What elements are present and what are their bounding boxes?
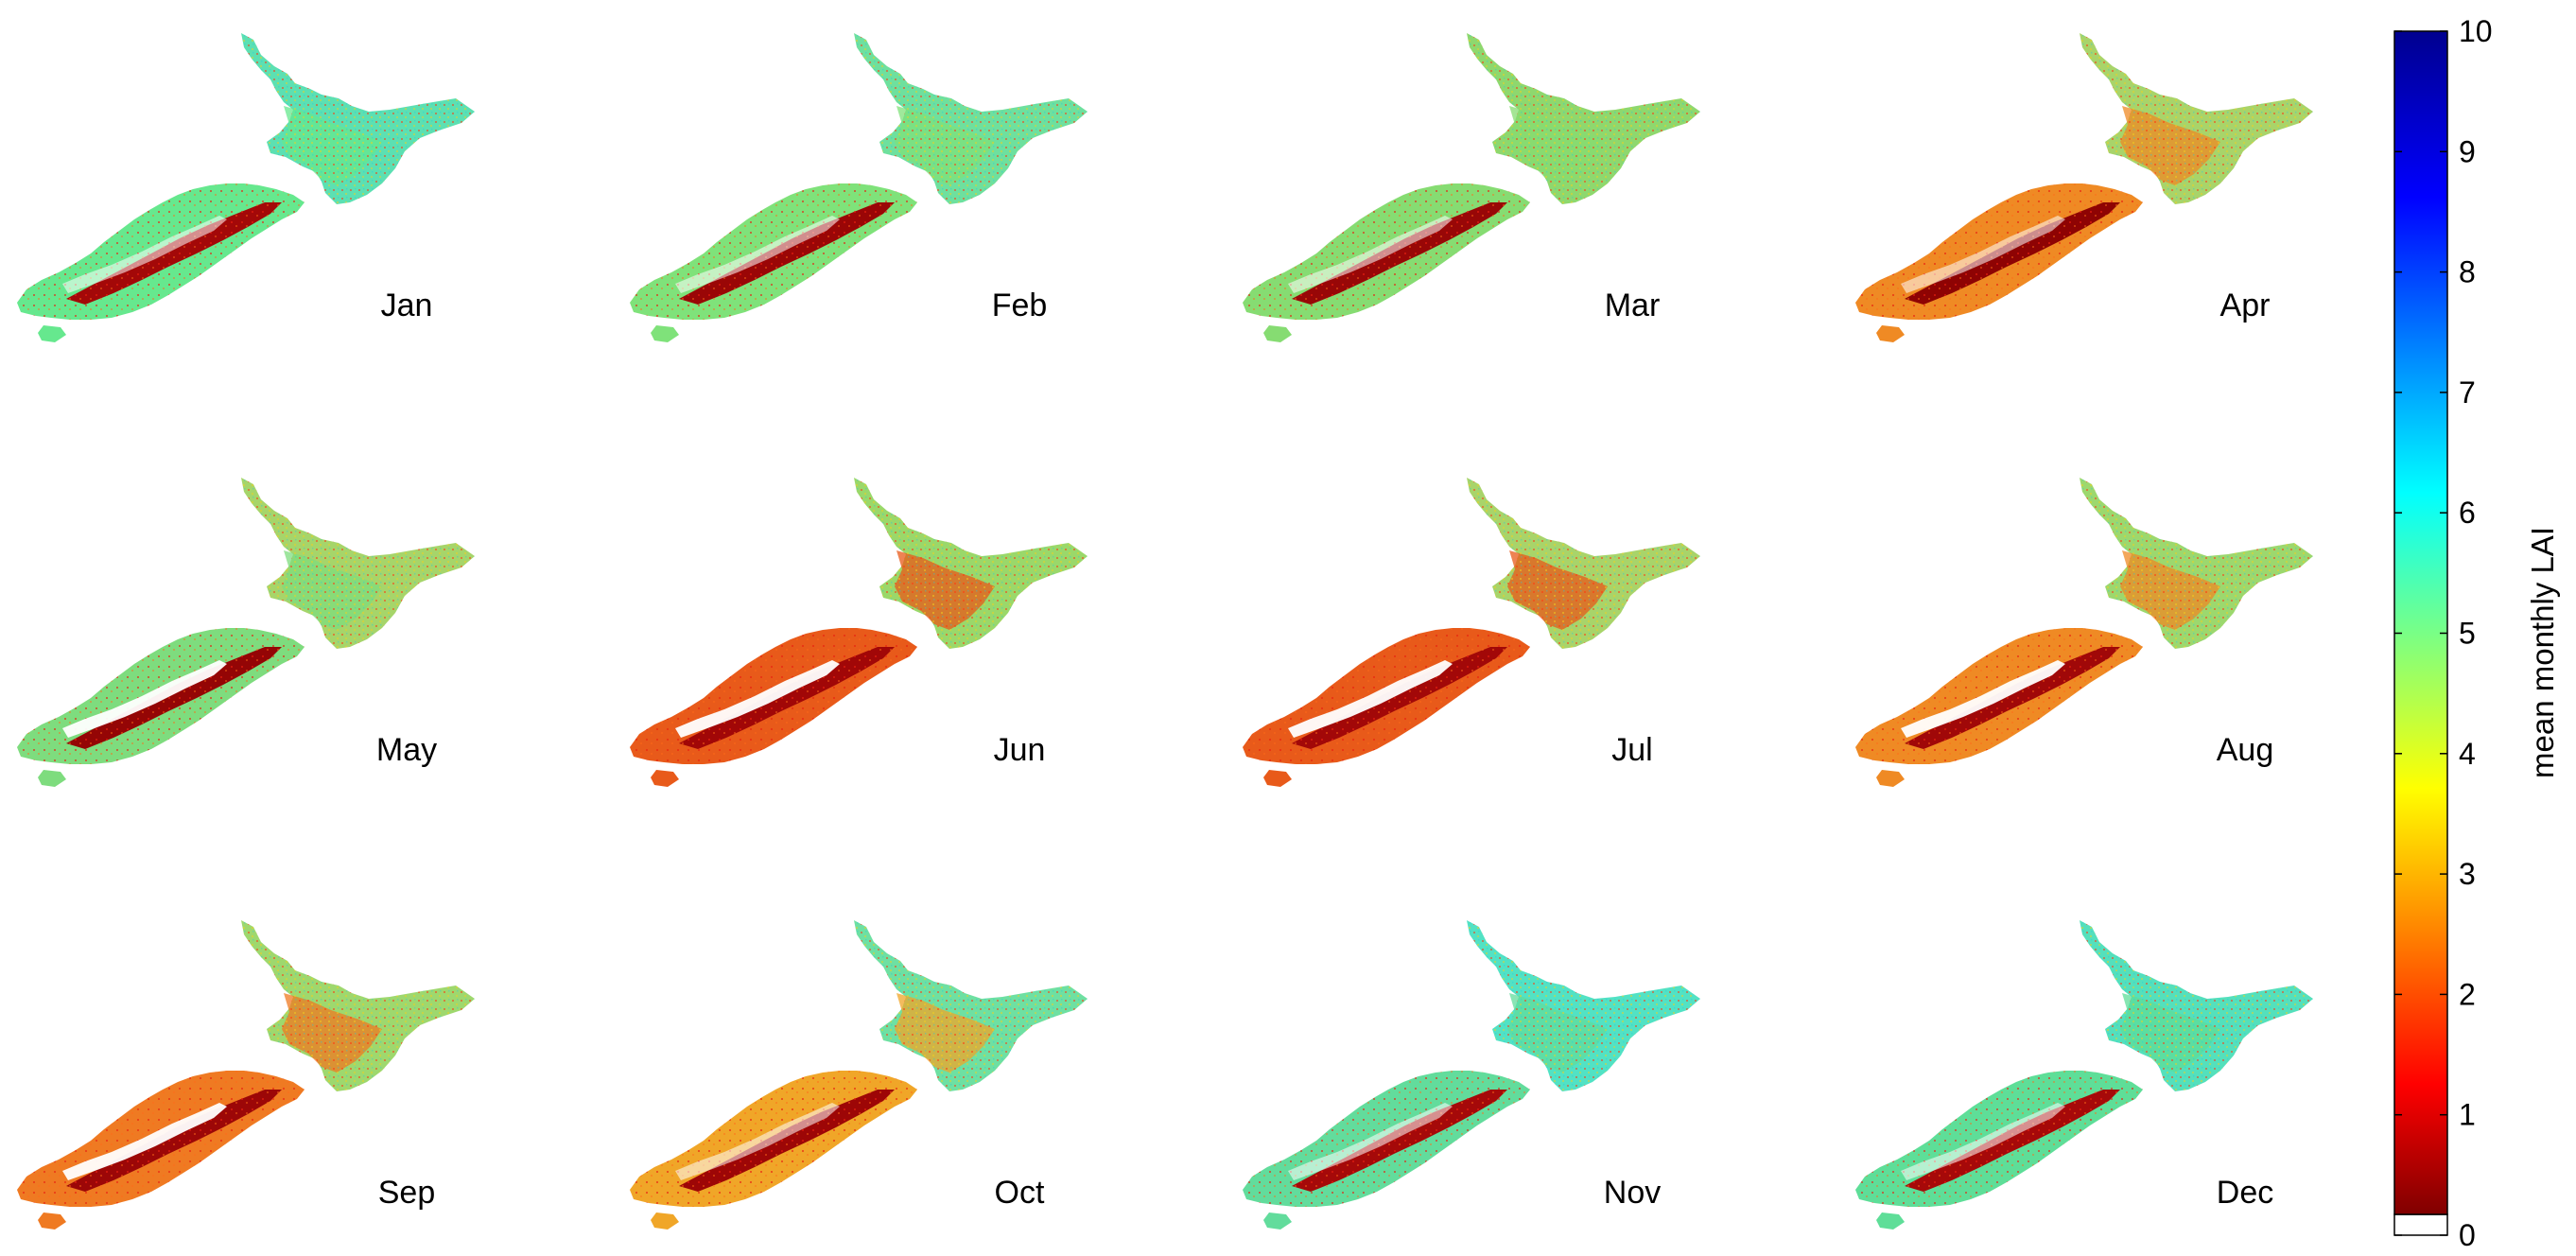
colorbar-zero-band bbox=[2393, 1213, 2448, 1236]
month-label: May bbox=[376, 732, 437, 768]
map-panel-oct: Oct bbox=[630, 920, 1088, 1230]
north-island-texture bbox=[854, 33, 1088, 204]
alpine-snow bbox=[675, 216, 840, 293]
map-panel-jun: Jun bbox=[630, 478, 1088, 787]
colorbar-tick-label: 5 bbox=[2459, 617, 2476, 651]
north-island-texture bbox=[241, 478, 475, 649]
alpine-snow bbox=[1288, 660, 1453, 738]
stewart-island bbox=[1876, 1212, 1905, 1230]
monthly-maps: Jan Feb Mar Apr May Jun Jul Aug Sep Oct Nov Dec bbox=[17, 33, 2313, 1230]
stewart-island bbox=[1876, 770, 1905, 787]
alpine-snow bbox=[1901, 660, 2065, 738]
stewart-island bbox=[38, 770, 66, 787]
stewart-island bbox=[651, 325, 679, 342]
month-label: Jun bbox=[994, 732, 1046, 768]
north-island-texture bbox=[2080, 920, 2313, 1091]
month-label: Mar bbox=[1605, 288, 1661, 323]
map-panel-dec: Dec bbox=[1855, 920, 2313, 1230]
stewart-island bbox=[1876, 325, 1905, 342]
month-label: Sep bbox=[378, 1175, 436, 1211]
colorbar-tick-label: 4 bbox=[2459, 737, 2476, 771]
north-island-texture bbox=[854, 478, 1088, 649]
north-island-texture bbox=[241, 920, 475, 1091]
colorbar-tick-label: 10 bbox=[2459, 14, 2493, 48]
month-label: Oct bbox=[995, 1175, 1045, 1211]
map-panel-jan: Jan bbox=[17, 33, 475, 342]
north-island-texture bbox=[1467, 478, 1700, 649]
alpine-snow bbox=[675, 1103, 840, 1180]
colorbar-tick-label: 9 bbox=[2459, 134, 2476, 168]
colorbar-tick-label: 0 bbox=[2459, 1218, 2476, 1252]
alpine-snow bbox=[1288, 1103, 1453, 1180]
month-label: Jul bbox=[1611, 732, 1652, 768]
stewart-island bbox=[1263, 325, 1292, 342]
colorbar: 0 1 2 3 4 5 6 7 8 9 10 mean monthly LAI bbox=[2393, 14, 2560, 1252]
month-label: Apr bbox=[2220, 288, 2271, 323]
alpine-snow bbox=[1288, 216, 1453, 293]
map-panel-jul: Jul bbox=[1243, 478, 1700, 787]
month-label: Aug bbox=[2217, 732, 2274, 768]
colorbar-tick-label: 6 bbox=[2459, 496, 2476, 530]
map-panel-nov: Nov bbox=[1243, 920, 1700, 1230]
colorbar-tick-label: 7 bbox=[2459, 375, 2476, 410]
alpine-snow bbox=[62, 216, 227, 293]
map-panel-feb: Feb bbox=[630, 33, 1088, 342]
stewart-island bbox=[38, 325, 66, 342]
map-panel-aug: Aug bbox=[1855, 478, 2313, 787]
alpine-snow bbox=[1901, 1103, 2065, 1180]
alpine-snow bbox=[675, 660, 840, 738]
colorbar-tick-label: 3 bbox=[2459, 857, 2476, 891]
month-label: Feb bbox=[992, 288, 1048, 323]
north-island-texture bbox=[1467, 920, 1700, 1091]
alpine-snow bbox=[1901, 216, 2065, 293]
month-label: Dec bbox=[2217, 1175, 2273, 1211]
alpine-snow bbox=[62, 660, 227, 738]
stewart-island bbox=[651, 770, 679, 787]
map-panel-apr: Apr bbox=[1855, 33, 2313, 342]
map-panel-may: May bbox=[17, 478, 475, 787]
alpine-snow bbox=[62, 1103, 227, 1180]
colorbar-label: mean monthly LAI bbox=[2525, 527, 2560, 778]
colorbar-ticks: 0 1 2 3 4 5 6 7 8 9 10 bbox=[2394, 14, 2493, 1252]
colorbar-tick-label: 2 bbox=[2459, 977, 2476, 1011]
north-island-texture bbox=[241, 33, 475, 204]
map-panel-mar: Mar bbox=[1243, 33, 1700, 342]
stewart-island bbox=[651, 1212, 679, 1230]
map-panel-sep: Sep bbox=[17, 920, 475, 1230]
north-island-texture bbox=[854, 920, 1088, 1091]
north-island-texture bbox=[2080, 33, 2313, 204]
colorbar-gradient bbox=[2393, 30, 2448, 1215]
stewart-island bbox=[38, 1212, 66, 1230]
month-label: Nov bbox=[1604, 1175, 1661, 1211]
month-label: Jan bbox=[381, 288, 433, 323]
north-island-texture bbox=[2080, 478, 2313, 649]
stewart-island bbox=[1263, 1212, 1292, 1230]
north-island-texture bbox=[1467, 33, 1700, 204]
colorbar-tick-label: 1 bbox=[2459, 1098, 2476, 1132]
colorbar-tick-label: 8 bbox=[2459, 255, 2476, 289]
stewart-island bbox=[1263, 770, 1292, 787]
